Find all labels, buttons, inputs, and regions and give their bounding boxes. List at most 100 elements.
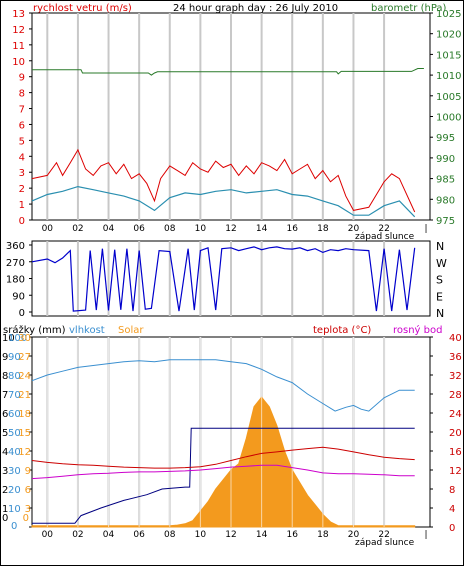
rain-tick-label: 0 bbox=[2, 513, 8, 524]
hour-label: 20 bbox=[348, 530, 360, 540]
solar-tick-label: 24 bbox=[18, 371, 31, 382]
direction-tick-label: 0 bbox=[19, 308, 25, 319]
humidity-tick-label: 70 bbox=[8, 390, 21, 401]
hour-label: 04 bbox=[103, 224, 115, 234]
hour-label: 06 bbox=[133, 224, 145, 234]
humidity-tick-label: 60 bbox=[8, 409, 21, 420]
temp-tick-label: 24 bbox=[449, 409, 462, 420]
hour-label: 10 bbox=[195, 530, 207, 540]
solar-tick-label: 9 bbox=[25, 466, 31, 477]
humidity-tick-label: 0 bbox=[11, 521, 17, 532]
rain-tick-label: 4 bbox=[2, 447, 8, 458]
panel2-series bbox=[31, 246, 416, 312]
baro-tick-label: 1010 bbox=[436, 71, 461, 82]
baro-tick-label: 980 bbox=[436, 195, 455, 206]
direction-tick-label: 180 bbox=[6, 275, 25, 286]
panel1-series bbox=[31, 68, 424, 218]
series-wind-direction bbox=[31, 246, 416, 312]
hour-label: 08 bbox=[164, 224, 176, 234]
wind-tick-label: 3 bbox=[19, 168, 25, 179]
hour-label: 08 bbox=[164, 530, 176, 540]
wind-tick-label: 5 bbox=[19, 136, 25, 147]
hour-label: 12 bbox=[225, 530, 236, 540]
baro-tick-label: 990 bbox=[436, 154, 455, 165]
hour-label: 14 bbox=[256, 224, 268, 234]
hour-label: 18 bbox=[317, 224, 329, 234]
temp-axis-label: teplota (°C) bbox=[313, 325, 371, 336]
wind-tick-label: 1 bbox=[19, 200, 25, 211]
wind-tick-label: 9 bbox=[19, 73, 25, 84]
solar-tick-label: 21 bbox=[18, 390, 31, 401]
direction-tick-label: 360 bbox=[6, 241, 25, 252]
hour-label: 18 bbox=[317, 530, 329, 540]
series-solar-area bbox=[31, 396, 416, 528]
solar-axis-label: Solar bbox=[118, 325, 144, 336]
hour-label: 22 bbox=[378, 224, 389, 234]
hour-label: 02 bbox=[72, 224, 83, 234]
solar-tick-label: 30 bbox=[18, 333, 31, 344]
compass-label: W bbox=[436, 257, 447, 270]
humidity-axis-label: vlhkost bbox=[69, 325, 105, 336]
hour-end-tick: | bbox=[424, 224, 427, 234]
series-dew-point bbox=[31, 464, 415, 480]
rain-tick-label: 9 bbox=[2, 352, 8, 363]
hour-end-tick: | bbox=[424, 530, 427, 540]
hour-label: 10 bbox=[195, 224, 207, 234]
rain-tick-label: 10 bbox=[2, 333, 15, 344]
rain-tick-label: 8 bbox=[2, 371, 8, 382]
baro-tick-label: 995 bbox=[436, 133, 455, 144]
humidity-tick-label: 50 bbox=[8, 428, 21, 439]
wind-tick-label: 11 bbox=[12, 41, 25, 52]
direction-tick-label: 90 bbox=[12, 291, 25, 302]
direction-tick-labels: 360 270 180 90 0 bbox=[6, 241, 32, 319]
humidity-tick-label: 30 bbox=[8, 466, 21, 477]
temp-tick-label: 28 bbox=[449, 390, 462, 401]
compass-label: N bbox=[436, 240, 444, 253]
wind-tick-label: 8 bbox=[19, 89, 25, 100]
hour-label: 16 bbox=[287, 530, 299, 540]
rain-tick-label: 3 bbox=[2, 466, 8, 477]
baro-axis-label: barometr (hPa) bbox=[371, 3, 447, 14]
series-temperature bbox=[31, 446, 415, 469]
panel-rain-hum-solar-temp: srážky (mm) vlhkost Solar teplota (°C) r… bbox=[2, 324, 462, 548]
hour-label: 14 bbox=[256, 530, 268, 540]
chart-title: 24 hour graph day : 26 July 2010 bbox=[173, 3, 338, 14]
baro-tick-label: 1025 bbox=[436, 9, 461, 20]
rain-axis-label: srážky (mm) bbox=[3, 324, 66, 336]
temp-tick-label: 20 bbox=[449, 428, 462, 439]
sunset-label-1: západ slunce bbox=[355, 232, 415, 242]
humidity-tick-label: 100 bbox=[8, 333, 27, 344]
baro-tick-label: 1020 bbox=[436, 30, 461, 41]
hour-label: 06 bbox=[133, 530, 145, 540]
wind-tick-label: 12 bbox=[12, 25, 25, 36]
dew-axis-label: rosný bod bbox=[393, 324, 442, 336]
hour-label: 02 bbox=[72, 530, 83, 540]
panel1-hour-labels: 00 02 04 06 08 10 12 14 16 18 20 22 | bbox=[42, 224, 428, 234]
temp-tick-label: 0 bbox=[449, 523, 455, 534]
hour-label: 12 bbox=[225, 224, 236, 234]
direction-tick-label: 270 bbox=[6, 258, 25, 269]
hour-label: 00 bbox=[42, 530, 54, 540]
solar-tick-label: 3 bbox=[25, 504, 31, 515]
solar-tick-label: 0 bbox=[23, 513, 29, 524]
series-wind-average bbox=[31, 185, 416, 218]
humidity-tick-label: 40 bbox=[8, 447, 21, 458]
compass-label: S bbox=[436, 274, 443, 287]
hour-label: 00 bbox=[42, 224, 54, 234]
wind-tick-label: 2 bbox=[19, 184, 25, 195]
solar-tick-label: 12 bbox=[18, 447, 31, 458]
rain-tick-label: 7 bbox=[2, 390, 8, 401]
rain-tick-label: 1 bbox=[2, 504, 8, 515]
compass-label: N bbox=[436, 307, 444, 320]
temp-tick-label: 32 bbox=[449, 371, 462, 382]
panel1-grid bbox=[46, 13, 386, 220]
hour-label: 04 bbox=[103, 530, 115, 540]
temp-tick-label: 4 bbox=[449, 504, 455, 515]
wind-tick-label: 10 bbox=[12, 57, 25, 68]
hour-label: 20 bbox=[348, 224, 360, 234]
